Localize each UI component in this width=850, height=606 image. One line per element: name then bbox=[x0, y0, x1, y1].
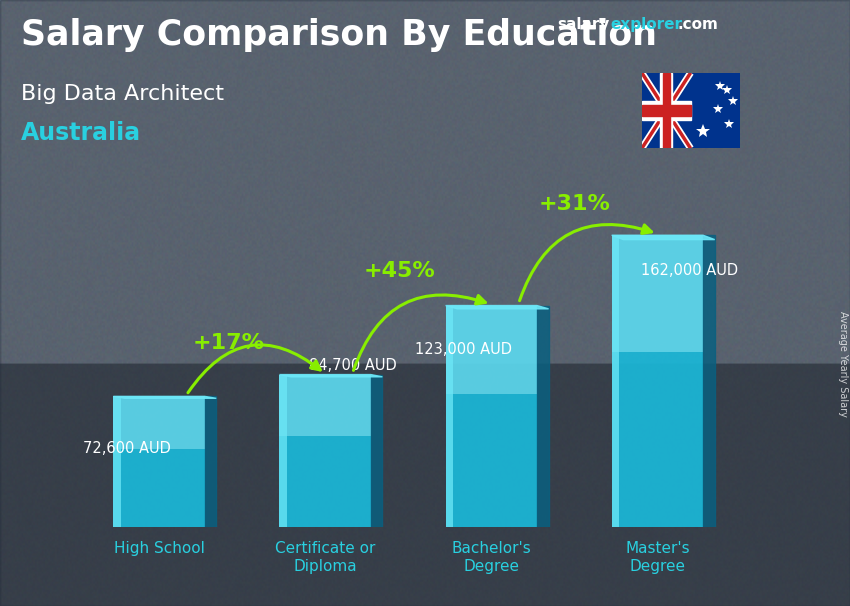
Polygon shape bbox=[113, 396, 216, 398]
Bar bbox=[280, 375, 371, 436]
Polygon shape bbox=[703, 235, 715, 527]
Bar bbox=[445, 305, 453, 527]
Text: Big Data Architect: Big Data Architect bbox=[21, 84, 224, 104]
Polygon shape bbox=[371, 375, 383, 527]
Bar bbox=[280, 375, 286, 527]
Bar bbox=[642, 105, 690, 116]
Bar bbox=[280, 436, 371, 527]
Text: 162,000 AUD: 162,000 AUD bbox=[641, 263, 738, 278]
Bar bbox=[612, 235, 619, 527]
Text: 72,600 AUD: 72,600 AUD bbox=[82, 441, 171, 456]
Text: salary: salary bbox=[557, 17, 609, 32]
Text: +17%: +17% bbox=[193, 333, 264, 353]
Bar bbox=[445, 305, 537, 394]
Text: explorer: explorer bbox=[610, 17, 683, 32]
Text: +45%: +45% bbox=[364, 261, 436, 281]
Text: Australia: Australia bbox=[21, 121, 141, 145]
Text: .com: .com bbox=[677, 17, 718, 32]
Polygon shape bbox=[537, 305, 548, 527]
Bar bbox=[612, 235, 703, 352]
Bar bbox=[612, 352, 703, 527]
Bar bbox=[113, 448, 205, 527]
Text: 84,700 AUD: 84,700 AUD bbox=[309, 358, 396, 373]
Polygon shape bbox=[612, 235, 715, 239]
Polygon shape bbox=[205, 396, 216, 527]
Polygon shape bbox=[445, 305, 548, 309]
Bar bbox=[113, 396, 205, 448]
Text: Salary Comparison By Education: Salary Comparison By Education bbox=[21, 18, 657, 52]
Bar bbox=[662, 73, 670, 148]
Bar bbox=[445, 394, 537, 527]
Text: +31%: +31% bbox=[538, 194, 610, 214]
Bar bbox=[113, 396, 121, 527]
Bar bbox=[642, 101, 690, 120]
Text: 123,000 AUD: 123,000 AUD bbox=[415, 342, 512, 358]
Bar bbox=[690, 73, 740, 148]
Text: Average Yearly Salary: Average Yearly Salary bbox=[838, 311, 848, 416]
Bar bbox=[660, 73, 672, 148]
Polygon shape bbox=[280, 375, 382, 377]
